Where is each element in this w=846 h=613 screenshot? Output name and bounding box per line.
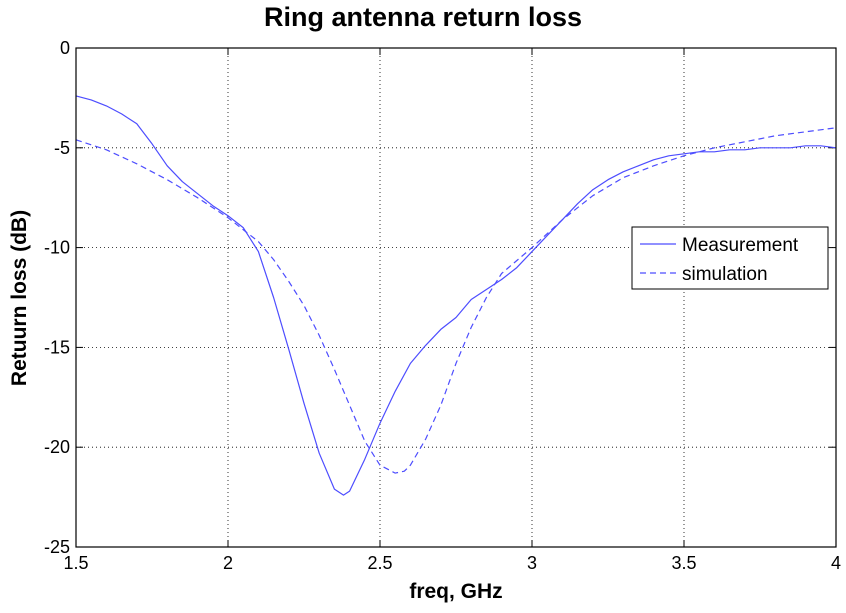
legend-box — [631, 226, 829, 290]
series-layer — [75, 95, 837, 496]
legend: Measurement simulation — [631, 226, 829, 290]
x-tick-label: 1.5 — [63, 553, 88, 573]
y-tick-labels: 0 -5 -10 -15 -20 -25 — [44, 38, 70, 557]
legend-label-simulation: simulation — [682, 264, 768, 285]
x-tick-label: 2 — [223, 553, 233, 573]
grid — [76, 48, 836, 547]
x-tick-label: 3 — [527, 553, 537, 573]
y-tick-label: -20 — [44, 437, 70, 457]
x-tick-label: 2.5 — [367, 553, 392, 573]
y-tick-label: -10 — [44, 238, 70, 258]
x-tick-labels: 1.5 2 2.5 3 3.5 4 — [63, 553, 841, 573]
y-axis-title: Retuurn loss (dB) — [8, 210, 31, 386]
y-tick-label: -15 — [44, 337, 70, 357]
x-tick-label: 4 — [831, 553, 841, 573]
legend-label-measurement: Measurement — [682, 235, 799, 256]
y-tick-label: -5 — [54, 138, 70, 158]
series-line-simulation — [75, 127, 837, 474]
chart-title: Ring antenna return loss — [263, 2, 583, 32]
series-line-measurement — [75, 95, 837, 496]
plot-frame — [75, 47, 837, 548]
y-tick-label: 0 — [60, 38, 70, 58]
y-tick-label: -25 — [44, 537, 70, 557]
x-axis-title: freq, GHz — [409, 580, 502, 603]
plot-area — [76, 48, 836, 547]
x-tick-label: 3.5 — [671, 553, 696, 573]
